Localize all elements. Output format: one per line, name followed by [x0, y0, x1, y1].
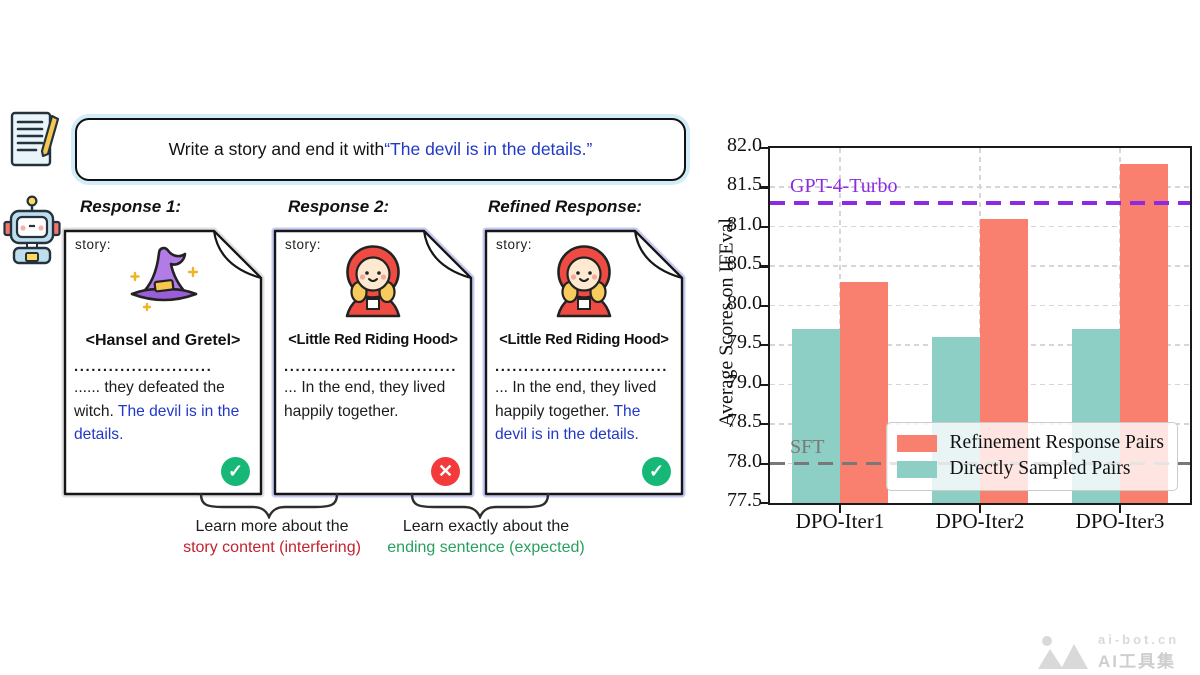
prompt-quoted-text: “The devil is in the details.” [384, 139, 593, 159]
annotation-interfering: Learn more about the story content (inte… [138, 517, 406, 558]
y-tick-mark [760, 462, 769, 465]
bar-directly-sampled-pairs-dpo-iter1 [792, 329, 840, 503]
watermark-site-text: ai-bot.cn [1098, 632, 1180, 647]
y-tick-label: 82.0 [727, 134, 762, 156]
plot-area: DPO-Iter1 DPO-Iter2 DPO-Iter3 GPT-4-Turbo SF… [760, 146, 1192, 533]
watermark-name-text: AI工具集 [1098, 652, 1176, 671]
status-badge-cross-icon: ✕ [431, 457, 460, 486]
story-excerpt: ... In the end, they lived happily toget… [284, 376, 464, 423]
annotation-line-1: Learn more about the [195, 518, 349, 535]
ref-line-gpt-4-turbo [770, 201, 1190, 205]
y-tick-mark [760, 147, 769, 150]
response-1-header: Response 1: [80, 197, 182, 216]
story-excerpt: ...... they defeated the witch. The devi… [74, 376, 254, 447]
story-label: story: [285, 237, 322, 252]
y-tick-mark [760, 383, 769, 386]
ellipsis-dots: .............................. [495, 358, 669, 375]
ref-label-sft: SFT [790, 435, 825, 458]
y-tick-label: 78.0 [727, 449, 762, 472]
story-excerpt: ... In the end, they lived happily toget… [495, 376, 675, 447]
watermark: ai-bot.cn AI工具集 [1036, 632, 1179, 672]
y-tick-label: 78.5 [727, 410, 762, 433]
paper-sheet-shape [482, 227, 686, 498]
story-title: <Hansel and Gretel> [85, 332, 241, 349]
x-tick-label: DPO-Iter1 [795, 509, 885, 533]
annotation-expected: Learn exactly about the ending sentence … [352, 517, 620, 558]
x-tick-label: DPO-Iter2 [935, 509, 1025, 533]
prompt-text: Write a story and end it with [168, 139, 385, 159]
annotation-line-1: Learn exactly about the [402, 518, 570, 535]
v-gridline [839, 148, 841, 503]
ellipsis-dots: .............................. [284, 358, 458, 375]
story-excerpt-plain: ...... they defeated the witch. [74, 379, 225, 420]
ifeval-bar-chart: Average Scores on IFEval DPO-Iter1 DPO-It… [700, 118, 1200, 553]
ellipsis-dots: ........................ [74, 358, 213, 375]
legend-swatch [896, 434, 937, 452]
story-label: story: [75, 237, 112, 252]
y-tick-label: 81.0 [727, 212, 762, 235]
story-title: <Little Red Riding Hood> [288, 332, 458, 348]
y-tick-mark [760, 344, 769, 347]
story-title: <Little Red Riding Hood> [499, 332, 669, 348]
refined-response-card: story: <Little Red Riding Hood> ........… [482, 227, 686, 498]
story-excerpt-highlight: The devil is in the details. [74, 402, 240, 444]
document-pencil-icon [10, 111, 60, 167]
legend-row: Refinement Response Pairs [896, 432, 1164, 454]
y-tick-label: 80.5 [727, 252, 762, 275]
story-excerpt-plain: ... In the end, they lived happily toget… [284, 379, 446, 420]
robot-icon [3, 195, 61, 265]
ref-label-gpt-4-turbo: GPT-4-Turbo [790, 175, 898, 198]
status-badge-check-icon: ✓ [221, 457, 250, 486]
legend-label: Refinement Response Pairs [949, 432, 1164, 453]
legend-row: Directly Sampled Pairs [896, 458, 1164, 480]
witch-hat-icon [123, 242, 203, 323]
response-card-2: story: <Little Red Riding Hood> ........… [271, 227, 475, 498]
prompt-box: Write a story and end it with “The devil… [75, 118, 686, 181]
y-tick-label: 80.0 [727, 291, 762, 314]
bar-refinement-response-pairs-dpo-iter1 [840, 282, 888, 503]
y-tick-label: 79.0 [727, 370, 762, 393]
v-gridline [979, 148, 981, 503]
y-tick-mark [760, 265, 769, 268]
y-tick-mark [760, 502, 769, 505]
y-tick-mark [760, 225, 769, 229]
response-2-header: Response 2: [288, 197, 390, 216]
status-badge-check-icon: ✓ [642, 457, 671, 486]
watermark-logo-icon [1038, 636, 1088, 669]
x-tick-mark [1119, 504, 1122, 513]
story-excerpt-highlight: The devil is in the details. [495, 402, 641, 444]
right-brace [410, 492, 550, 519]
annotation-line-2: ending sentence (expected) [387, 538, 585, 556]
y-tick-label: 77.5 [727, 489, 762, 511]
legend-swatch [896, 460, 937, 478]
red-riding-hood-icon [336, 242, 410, 323]
x-tick-mark [979, 504, 982, 513]
y-tick-mark [760, 304, 769, 307]
response-card-1: story: <Hansel and Gretel> .............… [61, 227, 265, 498]
story-excerpt-plain: ... In the end, they lived happily toget… [495, 379, 657, 420]
paper-sheet-shape [61, 227, 265, 498]
x-tick-mark [839, 504, 842, 513]
red-riding-hood-icon [547, 242, 621, 323]
x-tick-label: DPO-Iter3 [1075, 509, 1165, 533]
legend-label: Directly Sampled Pairs [949, 458, 1131, 479]
story-label: story: [496, 237, 533, 252]
y-tick-label: 79.5 [727, 331, 762, 354]
annotation-line-2: story content (interfering) [183, 538, 361, 556]
y-tick-mark [760, 186, 769, 189]
y-tick-mark [760, 423, 769, 426]
left-brace [199, 492, 339, 519]
v-gridline [1119, 148, 1121, 503]
paper-sheet-shape [271, 227, 475, 498]
y-tick-label: 81.5 [727, 173, 762, 196]
refined-response-header: Refined Response: [488, 197, 642, 216]
chart-legend: Refinement Response Pairs Directly Sample… [885, 422, 1178, 491]
